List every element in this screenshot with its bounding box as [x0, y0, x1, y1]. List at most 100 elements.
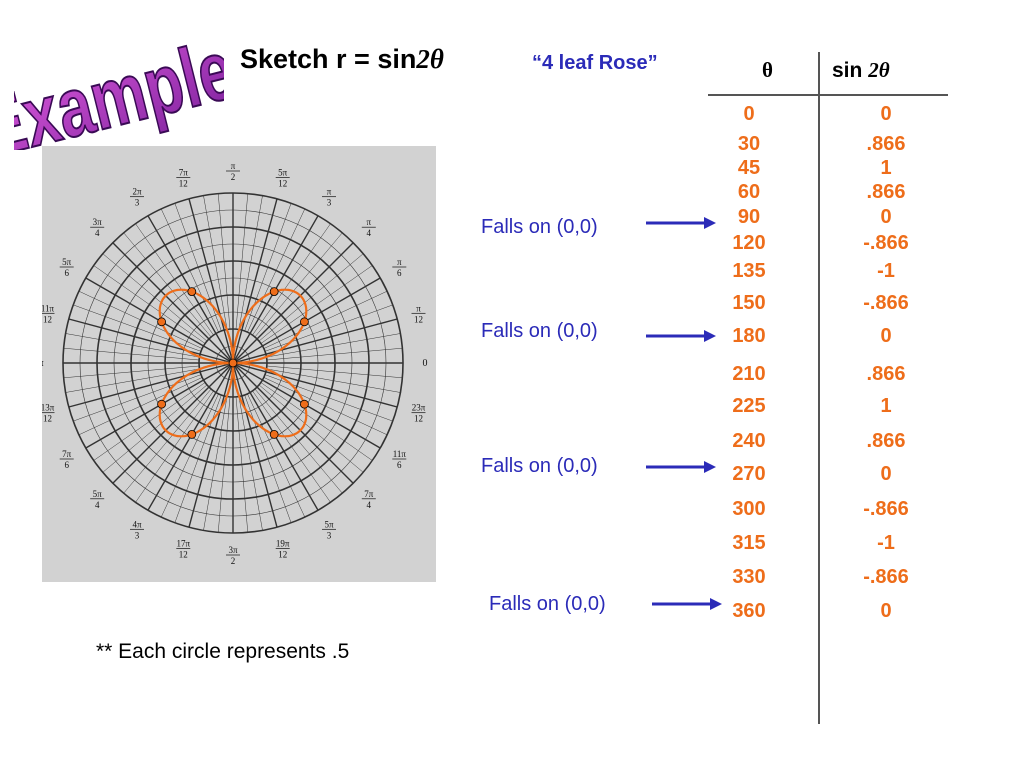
theta-column-header: θ [762, 58, 773, 83]
polar-grid-ray [247, 208, 306, 333]
polar-angle-label: 0 [423, 358, 428, 369]
angle-label-numerator: 7π [364, 489, 374, 499]
theta-cell: 180 [732, 325, 766, 347]
polar-grid-ray [232, 362, 354, 484]
polar-angle-label: π4 [361, 217, 376, 238]
sin-cell: .866 [866, 430, 906, 452]
arrow-right-icon [646, 330, 716, 342]
angle-label-denominator: 3 [135, 530, 140, 540]
example-wordart: Example: [14, 30, 224, 150]
polar-angle-label: 3π2 [226, 545, 240, 566]
sin-cell: .866 [866, 133, 906, 155]
annotation-falls-on-origin: Falls on (0,0) [489, 593, 606, 615]
polar-grid-ray [102, 253, 208, 342]
polar-grid-ray [174, 203, 222, 332]
angle-label-denominator: 4 [367, 228, 372, 238]
sin-header-arg: 2θ [868, 58, 890, 82]
angle-label-denominator: 12 [278, 179, 287, 189]
rose-curve-layer [157, 287, 309, 439]
polar-grid-ray [174, 394, 222, 523]
angle-label-numerator: 5π [278, 168, 288, 178]
polar-grid-ray [258, 384, 364, 473]
polar-grid-ray [63, 365, 200, 379]
angle-label-numerator: π [327, 187, 332, 197]
polar-grid-ray [264, 304, 393, 352]
polar-angle-label: π12 [411, 303, 426, 324]
angle-label-denominator: 6 [397, 268, 402, 278]
polar-grid-ray [254, 388, 343, 494]
polar-grid-ray [266, 347, 403, 361]
polar-grid-ray [93, 265, 206, 344]
angle-label-numerator: 4π [132, 519, 142, 529]
angle-label-numerator: 13π [42, 403, 55, 413]
polar-angle-label: 5π6 [59, 257, 74, 278]
polar-grid-ray [232, 362, 398, 408]
heading-prefix: Sketch r = sin [240, 44, 417, 74]
polar-grid-ray [266, 365, 403, 379]
polar-grid-ray [123, 232, 212, 338]
theta-cell: 120 [732, 232, 766, 254]
table-header-rule [708, 94, 948, 96]
theta-cell: 45 [737, 157, 761, 179]
polar-grid-ray [260, 265, 373, 344]
sin-cell: 0 [880, 206, 892, 228]
angle-label-denominator: 6 [64, 460, 69, 470]
polar-grid-ray [160, 208, 219, 333]
polar-grid-ray [235, 396, 249, 533]
polar-grid-ray [238, 195, 263, 330]
angle-label-numerator: π [367, 217, 372, 227]
sin-column-header: sin 2θ [832, 58, 890, 83]
angle-label-numerator: 3π [228, 545, 238, 555]
angle-label-denominator: 12 [179, 179, 188, 189]
polar-grid-ray [235, 193, 249, 330]
sin-cell: 1 [880, 395, 892, 417]
sin-header-prefix: sin [832, 59, 869, 82]
polar-grid-ray [258, 253, 364, 342]
polar-angle-label: π6 [392, 257, 407, 278]
angle-label-numerator: 17π [177, 539, 191, 549]
polar-grid-ray [102, 384, 208, 473]
polar-grid-ray [78, 377, 203, 436]
angle-label-denominator: 12 [414, 414, 423, 424]
plotted-point [299, 399, 309, 409]
angle-label-denominator: 3 [135, 198, 140, 208]
polar-angle-label: π [42, 358, 44, 369]
polar-grid-ray [65, 368, 200, 393]
polar-grid-ray [123, 388, 212, 494]
plotted-point [269, 287, 279, 297]
sin-cell: 0 [880, 600, 892, 622]
theta-cell: 150 [732, 292, 766, 314]
arrow-right-icon [646, 461, 716, 473]
angle-label-numerator: 19π [276, 539, 290, 549]
polar-grid-ray [188, 198, 234, 364]
angle-label-numerator: 2π [132, 187, 142, 197]
angle-label-denominator: 12 [43, 414, 52, 424]
sin-cell: 0 [880, 325, 892, 347]
angle-label-denominator: 6 [64, 268, 69, 278]
polar-angle-label: 5π3 [322, 519, 336, 540]
polar-grid-ray [266, 368, 401, 393]
polar-grid-ray [244, 394, 292, 523]
theta-cell: 0 [743, 103, 755, 125]
plotted-point [157, 399, 166, 409]
sin-cell: -.866 [863, 292, 909, 314]
theta-cell: 330 [732, 566, 766, 588]
polar-grid-ray [68, 362, 234, 408]
polar-angle-label: 7π4 [361, 489, 376, 510]
polar-grid-ray [63, 347, 200, 361]
polar-grid-ray [93, 382, 206, 461]
polar-grid-ray [217, 396, 231, 533]
theta-cell: 225 [732, 395, 766, 417]
polar-angle-label: 4π3 [130, 519, 144, 540]
polar-grid-ray [112, 242, 234, 364]
polar-grid-ray [252, 390, 331, 503]
angle-label-denominator: 2 [231, 556, 236, 566]
theta-cell: 270 [732, 463, 766, 485]
annotation-falls-on-origin: Falls on (0,0) [481, 216, 598, 238]
angle-label-numerator: 11π [42, 303, 55, 313]
sin-cell: .866 [866, 181, 906, 203]
